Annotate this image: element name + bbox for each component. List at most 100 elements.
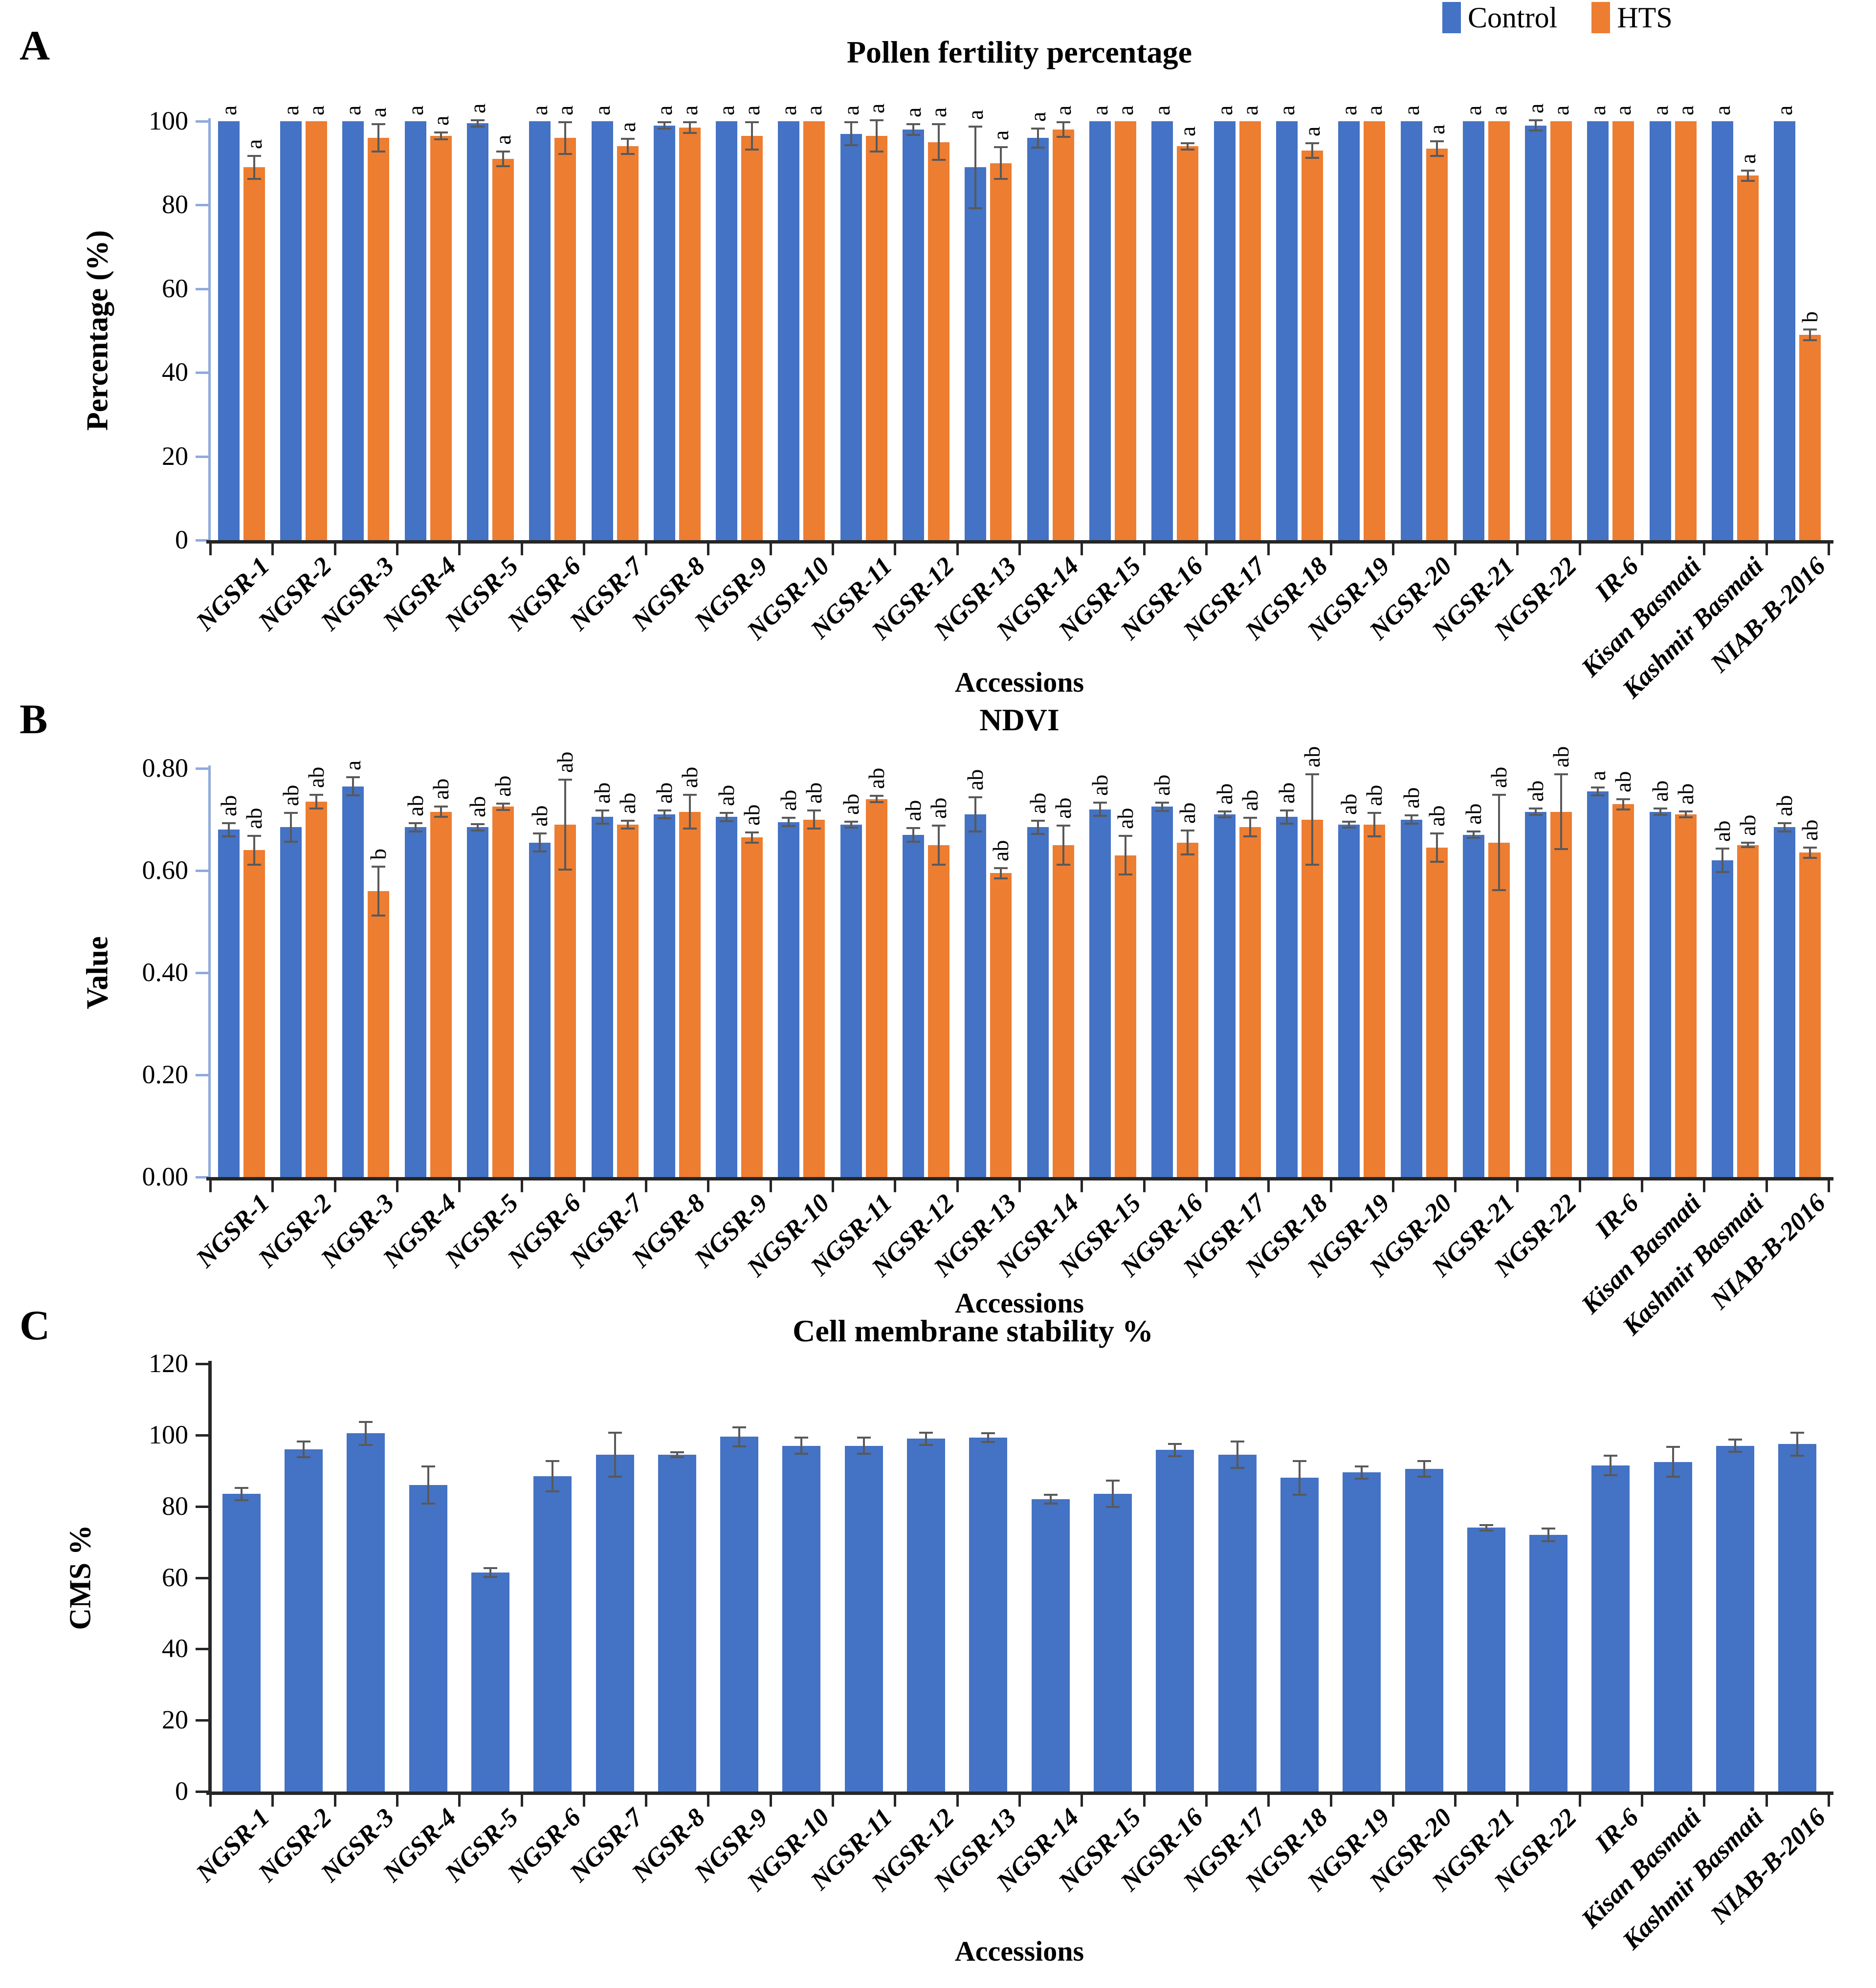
x-axis-tick (1143, 1795, 1146, 1807)
bar-control-NGSR-15 (1093, 1494, 1132, 1791)
x-tick-label: IR-6 (1589, 1188, 1645, 1244)
x-axis-tick (333, 544, 336, 555)
y-axis (208, 118, 211, 540)
bar-hts-Kisan Basmati (1675, 814, 1697, 1177)
error-bar-stem (1410, 814, 1413, 825)
x-axis-tick (458, 1180, 461, 1192)
bar-control-NGSR-20 (1400, 121, 1422, 540)
sig-letter: a (402, 105, 428, 115)
error-bar-control-NGSR-6 (546, 1460, 560, 1492)
sig-letter: ab (714, 785, 739, 806)
y-axis-tick (196, 1719, 208, 1722)
bar-control-NGSR-3 (342, 121, 364, 540)
error-bar-stem (253, 834, 255, 866)
panel-letter-c: C (20, 1302, 50, 1349)
sig-letter: ab (589, 782, 615, 804)
sig-letter: ab (739, 804, 765, 826)
bar-hts-NGSR-17 (1239, 827, 1261, 1177)
bar-control-NGSR-20 (1400, 819, 1422, 1177)
x-axis-tick (1018, 1180, 1021, 1192)
legend: Control HTS (1442, 2, 1707, 33)
error-bar-stem (663, 809, 665, 820)
sig-letter: a (1299, 126, 1324, 136)
error-bar-stem (676, 1451, 678, 1459)
error-bar-stem (850, 121, 852, 147)
sig-letter: ab (1175, 802, 1200, 824)
bar-hts-NIAB-B-2016 (1799, 852, 1821, 1177)
error-bar-stem (1485, 1524, 1487, 1531)
x-axis-tick (1267, 1795, 1270, 1807)
bar-hts-NGSR-5 (492, 159, 514, 540)
sig-letter: a (714, 105, 739, 115)
error-bar-stem (1684, 810, 1687, 819)
bar-control-NGSR-21 (1462, 834, 1484, 1177)
y-axis (208, 765, 211, 1177)
sig-letter: a (1523, 103, 1548, 113)
bar-hts-NGSR-16 (1177, 146, 1199, 540)
sig-letter: a (552, 105, 578, 115)
sig-letter: a (216, 105, 241, 115)
sig-letter: ab (963, 769, 988, 791)
bar-control-NGSR-7 (591, 817, 613, 1177)
sig-letter: ab (1025, 792, 1050, 814)
sig-letter: ab (490, 775, 515, 797)
sig-letter: a (490, 134, 515, 145)
error-bar-stem (502, 150, 504, 168)
x-axis-tick (1703, 1180, 1706, 1192)
x-axis-tick (458, 1795, 461, 1807)
x-axis-tick (1578, 544, 1581, 555)
error-bar-hts-IR-6 (1616, 798, 1631, 810)
bar-hts-NGSR-8 (679, 811, 701, 1177)
y-tick-label: 80 (162, 1491, 188, 1521)
y-axis-tick (196, 539, 208, 542)
error-bar-stem (1298, 1460, 1301, 1496)
bar-control-NGSR-5 (471, 1572, 509, 1791)
error-bar-stem (1361, 1465, 1363, 1480)
bar-control-NGSR-4 (409, 1485, 447, 1791)
sig-letter: a (1772, 105, 1797, 115)
error-bar-control-NGSR-14 (1031, 127, 1045, 149)
bar-control-Kashmir Basmati (1716, 1445, 1755, 1791)
y-axis-tick (196, 1074, 208, 1076)
x-axis-tick (1081, 544, 1083, 555)
sig-letter: a (340, 760, 366, 770)
error-bar-hts-NGSR-15 (1118, 834, 1132, 876)
error-bar-stem (1722, 847, 1724, 874)
error-bar-hts-NGSR-3 (372, 865, 386, 917)
x-axis-tick (1081, 1795, 1083, 1807)
sig-letter: ab (1398, 787, 1424, 809)
error-bar-stem (302, 1440, 305, 1459)
error-bar-stem (1236, 1440, 1238, 1469)
error-bar-hts-NGSR-14 (1056, 121, 1070, 138)
x-axis-tick (1765, 1180, 1768, 1192)
sig-letter: ab (1212, 783, 1237, 805)
sig-letter: ab (303, 766, 329, 788)
bar-control-IR-6 (1587, 121, 1609, 540)
bar-control-NGSR-6 (529, 842, 551, 1177)
bar-control-NGSR-20 (1405, 1469, 1443, 1791)
y-axis-tick (196, 287, 208, 290)
error-bar-hts-NGSR-14 (1056, 824, 1070, 866)
sig-letter: a (677, 105, 702, 115)
error-bar-stem (440, 806, 442, 818)
error-bar-stem (1747, 842, 1749, 848)
x-axis-tick (333, 1180, 336, 1192)
bar-control-NGSR-2 (280, 827, 302, 1177)
error-bar-stem (1348, 820, 1350, 829)
error-bar-stem (377, 123, 380, 153)
error-bar-stem (1610, 1454, 1612, 1476)
y-axis-tick (196, 1434, 208, 1437)
bar-control-NGSR-18 (1280, 1478, 1319, 1791)
x-axis-tick (1641, 1795, 1644, 1807)
error-bar-control-NGSR-6 (533, 832, 547, 853)
error-bar-control-NGSR-18 (1280, 809, 1294, 825)
error-bar-control-NGSR-13 (969, 125, 983, 209)
error-bar-hts-NGSR-11 (869, 119, 883, 153)
y-axis-tick (196, 1176, 208, 1179)
error-bar-control-NGSR-12 (906, 123, 921, 136)
bar-control-NGSR-5 (466, 827, 488, 1177)
bar-control-NGSR-2 (284, 1449, 323, 1791)
bar-hts-NGSR-16 (1177, 842, 1199, 1177)
bar-hts-Kisan Basmati (1675, 121, 1697, 540)
x-axis-tick (396, 544, 398, 555)
